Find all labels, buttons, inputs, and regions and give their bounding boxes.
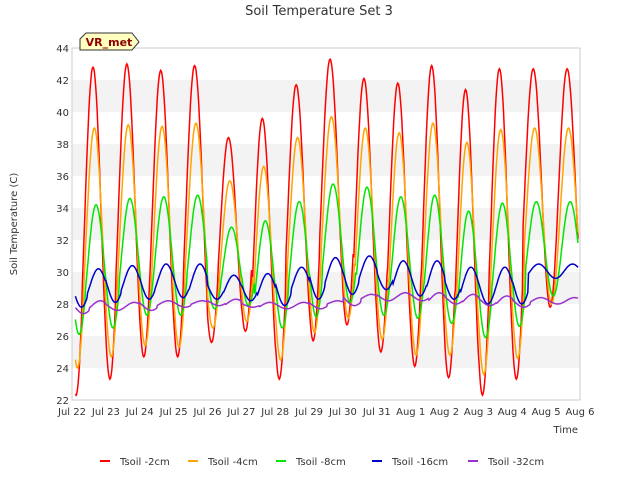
legend-label: Tsoil -16cm (391, 457, 448, 468)
badge-label: VR_met (86, 36, 133, 49)
x-axis-ticks: Jul 22 Jul 23 Jul 24 Jul 25 Jul 26 Jul 27 Jul … (57, 407, 595, 418)
legend-item: Tsoil -16cm (372, 457, 448, 468)
x-axis-label: Time (553, 425, 578, 436)
y-tick-label: 36 (56, 172, 69, 183)
series-lines (74, 57, 579, 397)
y-tick-label: 34 (56, 204, 69, 215)
x-tick-label: Jul 24 (125, 407, 154, 418)
y-tick-label: 42 (56, 76, 69, 87)
x-tick-label: Jul 22 (57, 407, 86, 418)
grid-band (72, 336, 580, 368)
series-line-tsoil-8cm (74, 183, 579, 339)
x-tick-label: Jul 31 (362, 407, 391, 418)
x-tick-label: Jul 25 (159, 407, 188, 418)
legend: Tsoil -2cm Tsoil -4cm Tsoil -8cm Tsoil -16c… (100, 457, 544, 468)
plot-frame (71, 47, 581, 401)
x-tick-label: Aug 5 (532, 407, 561, 418)
station-badge: VR_met (79, 32, 140, 51)
x-tick-label: Jul 23 (91, 407, 120, 418)
x-tick-label: Aug 3 (464, 407, 493, 418)
x-tick-label: Aug 2 (430, 407, 459, 418)
badge-shape (79, 32, 140, 51)
chart-title: Soil Temperature Set 3 (245, 4, 393, 19)
legend-label: Tsoil -2cm (119, 457, 170, 468)
series-line-tsoil-32cm (74, 292, 579, 315)
legend-label: Tsoil -8cm (295, 457, 346, 468)
x-tick-label: Aug 4 (498, 407, 527, 418)
x-tick-label: Jul 27 (226, 407, 255, 418)
legend-label: Tsoil -4cm (207, 457, 258, 468)
legend-item: Tsoil -32cm (468, 457, 544, 468)
y-tick-label: 24 (56, 364, 69, 375)
x-tick-label: Aug 6 (565, 407, 594, 418)
y-tick-label: 30 (56, 268, 69, 279)
y-tick-label: 40 (56, 108, 69, 119)
series-line-tsoil-16cm (74, 255, 579, 308)
x-tick-label: Jul 26 (192, 407, 221, 418)
series-line-tsoil-2cm (74, 57, 579, 397)
y-tick-label: 38 (56, 140, 69, 151)
x-tick-label: Jul 28 (260, 407, 289, 418)
y-axis-ticks: 22 24 26 28 30 32 34 36 38 40 42 44 (56, 44, 69, 407)
y-tick-label: 22 (56, 396, 69, 407)
legend-item: Tsoil -8cm (276, 457, 346, 468)
x-tick-label: Jul 29 (294, 407, 323, 418)
series-line-tsoil-4cm (74, 115, 579, 376)
y-tick-label: 32 (56, 236, 69, 247)
y-tick-label: 44 (56, 44, 69, 55)
legend-item: Tsoil -4cm (188, 457, 258, 468)
y-axis-label: Soil Temperature (C) (9, 173, 20, 276)
legend-item: Tsoil -2cm (100, 457, 170, 468)
y-tick-label: 26 (56, 332, 69, 343)
x-tick-label: Aug 1 (396, 407, 425, 418)
x-tick-label: Jul 30 (328, 407, 357, 418)
y-tick-label: 28 (56, 300, 69, 311)
legend-label: Tsoil -32cm (487, 457, 544, 468)
